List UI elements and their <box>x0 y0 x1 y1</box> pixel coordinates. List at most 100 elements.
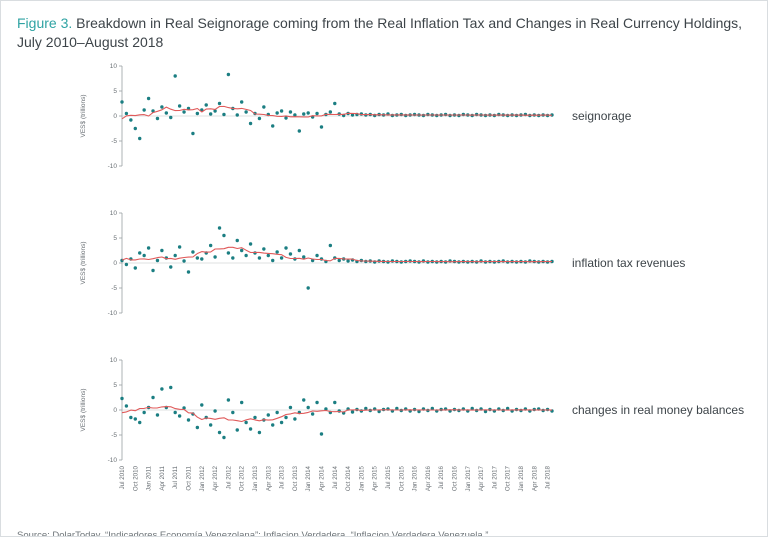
scatter-dot <box>173 73 177 78</box>
scatter-dot <box>235 112 239 117</box>
scatter-dot <box>186 269 191 274</box>
scatter-dot <box>133 126 137 130</box>
scatter-dot <box>142 253 146 257</box>
trend-line <box>121 105 553 119</box>
scatter-dot <box>350 409 355 414</box>
scatter-dot <box>177 413 182 418</box>
scatter-dot <box>191 249 195 254</box>
y-axis-title: VES$ (trillions) <box>80 388 87 431</box>
scatter-dot <box>315 111 319 115</box>
scatter-dot <box>271 123 275 128</box>
x-tick-label: Jul 2011 <box>172 465 179 488</box>
scatter-dot <box>275 249 279 254</box>
scatter-dot <box>310 411 315 416</box>
scatter-dot <box>417 409 421 413</box>
scatter-dot <box>297 248 302 252</box>
scatter-dot <box>275 410 279 414</box>
scatter-dot <box>271 258 275 262</box>
scatter-dot <box>129 117 133 122</box>
scatter-dot <box>177 244 182 249</box>
scatter-dot <box>235 238 239 242</box>
scatter-dot <box>133 416 137 421</box>
scatter-dot <box>213 254 217 259</box>
scatter-dot <box>306 285 310 290</box>
scatter-dot <box>279 108 284 113</box>
scatter-dot <box>257 255 262 260</box>
y-tick-label: -10 <box>108 310 118 317</box>
x-tick-label: Jul 2013 <box>279 465 286 489</box>
scatter-dot <box>208 111 213 116</box>
scatter-dot <box>160 248 164 252</box>
y-axis-title: VES$ (trillions) <box>80 94 87 137</box>
y-tick-label: 5 <box>113 88 117 95</box>
trend-line <box>121 405 553 422</box>
scatter-dot <box>288 405 293 409</box>
x-tick-label: Jul 2016 <box>438 465 445 489</box>
scatter-dot <box>138 250 142 255</box>
scatter-dot <box>138 420 142 424</box>
scatter-dot <box>284 415 288 419</box>
x-tick-label: Oct 2017 <box>505 465 512 491</box>
panel-money-balances: 10 5 0 -5 -10 VES$ (trillions) Jul 2010 Oct 201… <box>72 355 751 528</box>
x-tick-label: Oct 2016 <box>451 465 458 491</box>
scatter-dot <box>226 397 231 402</box>
scatter-dot <box>248 241 253 246</box>
scatter-dot <box>266 253 270 257</box>
x-tick-label: Jul 2012 <box>225 465 232 489</box>
y-tick-label: 5 <box>113 382 117 389</box>
x-tick-label: Jan 2016 <box>412 465 419 491</box>
y-tick-label: 0 <box>113 260 117 267</box>
x-tick-label: Jan 2014 <box>305 465 312 491</box>
y-tick-label: -10 <box>108 457 118 464</box>
y-axis-title: VES$ (trillions) <box>80 241 87 284</box>
scatter-dot <box>160 104 164 109</box>
scatter-dot <box>505 406 510 410</box>
figure-title: Figure 3. Breakdown in Real Seignorage c… <box>17 14 751 53</box>
scatter-dot <box>337 258 341 262</box>
scatter-dot <box>164 110 169 115</box>
scatter-dot <box>333 101 337 105</box>
charts-area: 10 5 0 -5 -10 VES$ (trillions) seignorage 10 5… <box>17 61 751 528</box>
money-balances-chart: 10 5 0 -5 -10 VES$ (trillions) Jul 2010 Oct 201… <box>80 357 554 491</box>
x-tick-label: Oct 2013 <box>292 465 299 491</box>
x-tick-label: Jan 2012 <box>199 465 206 491</box>
scatter-dot <box>271 422 275 427</box>
scatter-dot <box>151 395 155 399</box>
y-tick-label: -5 <box>111 285 117 292</box>
y-tick-label: 10 <box>110 357 118 364</box>
scatter-dot <box>497 112 501 116</box>
scatter-dot <box>208 243 213 247</box>
scatter-dot <box>217 430 222 434</box>
y-tick-label: 10 <box>110 63 118 70</box>
scatter-dot <box>395 406 399 410</box>
scatter-dot <box>124 403 129 408</box>
scatter-dot <box>124 262 129 266</box>
scatter-dot <box>310 258 315 262</box>
scatter-dot <box>138 136 142 140</box>
scatter-dot <box>319 431 324 436</box>
scatter-dot <box>262 246 266 251</box>
x-tick-label: Apr 2013 <box>265 465 272 491</box>
scatter-dot <box>430 406 435 410</box>
panel-seignorage: 10 5 0 -5 -10 VES$ (trillions) seignorage <box>72 61 751 178</box>
scatter-dot <box>142 107 146 112</box>
scatter-dot <box>124 111 129 115</box>
panel-inflation-tax: 10 5 0 -5 -10 VES$ (trillions) inflation tax … <box>72 208 751 325</box>
scatter-dot <box>244 420 248 424</box>
scatter-dot <box>324 406 328 411</box>
inflation-tax-chart: 10 5 0 -5 -10 VES$ (trillions) <box>80 210 554 317</box>
figure-title-text: Breakdown in Real Seignorage coming from… <box>17 15 743 51</box>
scatter-dot <box>377 409 381 413</box>
scatter-dot <box>239 400 244 404</box>
scatter-dot <box>501 258 505 263</box>
x-tick-label: Apr 2015 <box>372 465 379 491</box>
scatter-dot <box>155 412 160 417</box>
scatter-dot <box>479 258 483 263</box>
figure-number-label: Figure 3. <box>17 15 73 31</box>
scatter-dot <box>200 402 204 407</box>
x-tick-label: Jul 2014 <box>332 465 339 489</box>
series-label-inflation-tax: inflation tax revenues <box>572 255 686 270</box>
scatter-dot <box>195 111 200 115</box>
x-tick-label: Apr 2014 <box>318 465 325 491</box>
scatter-dot <box>235 427 239 432</box>
